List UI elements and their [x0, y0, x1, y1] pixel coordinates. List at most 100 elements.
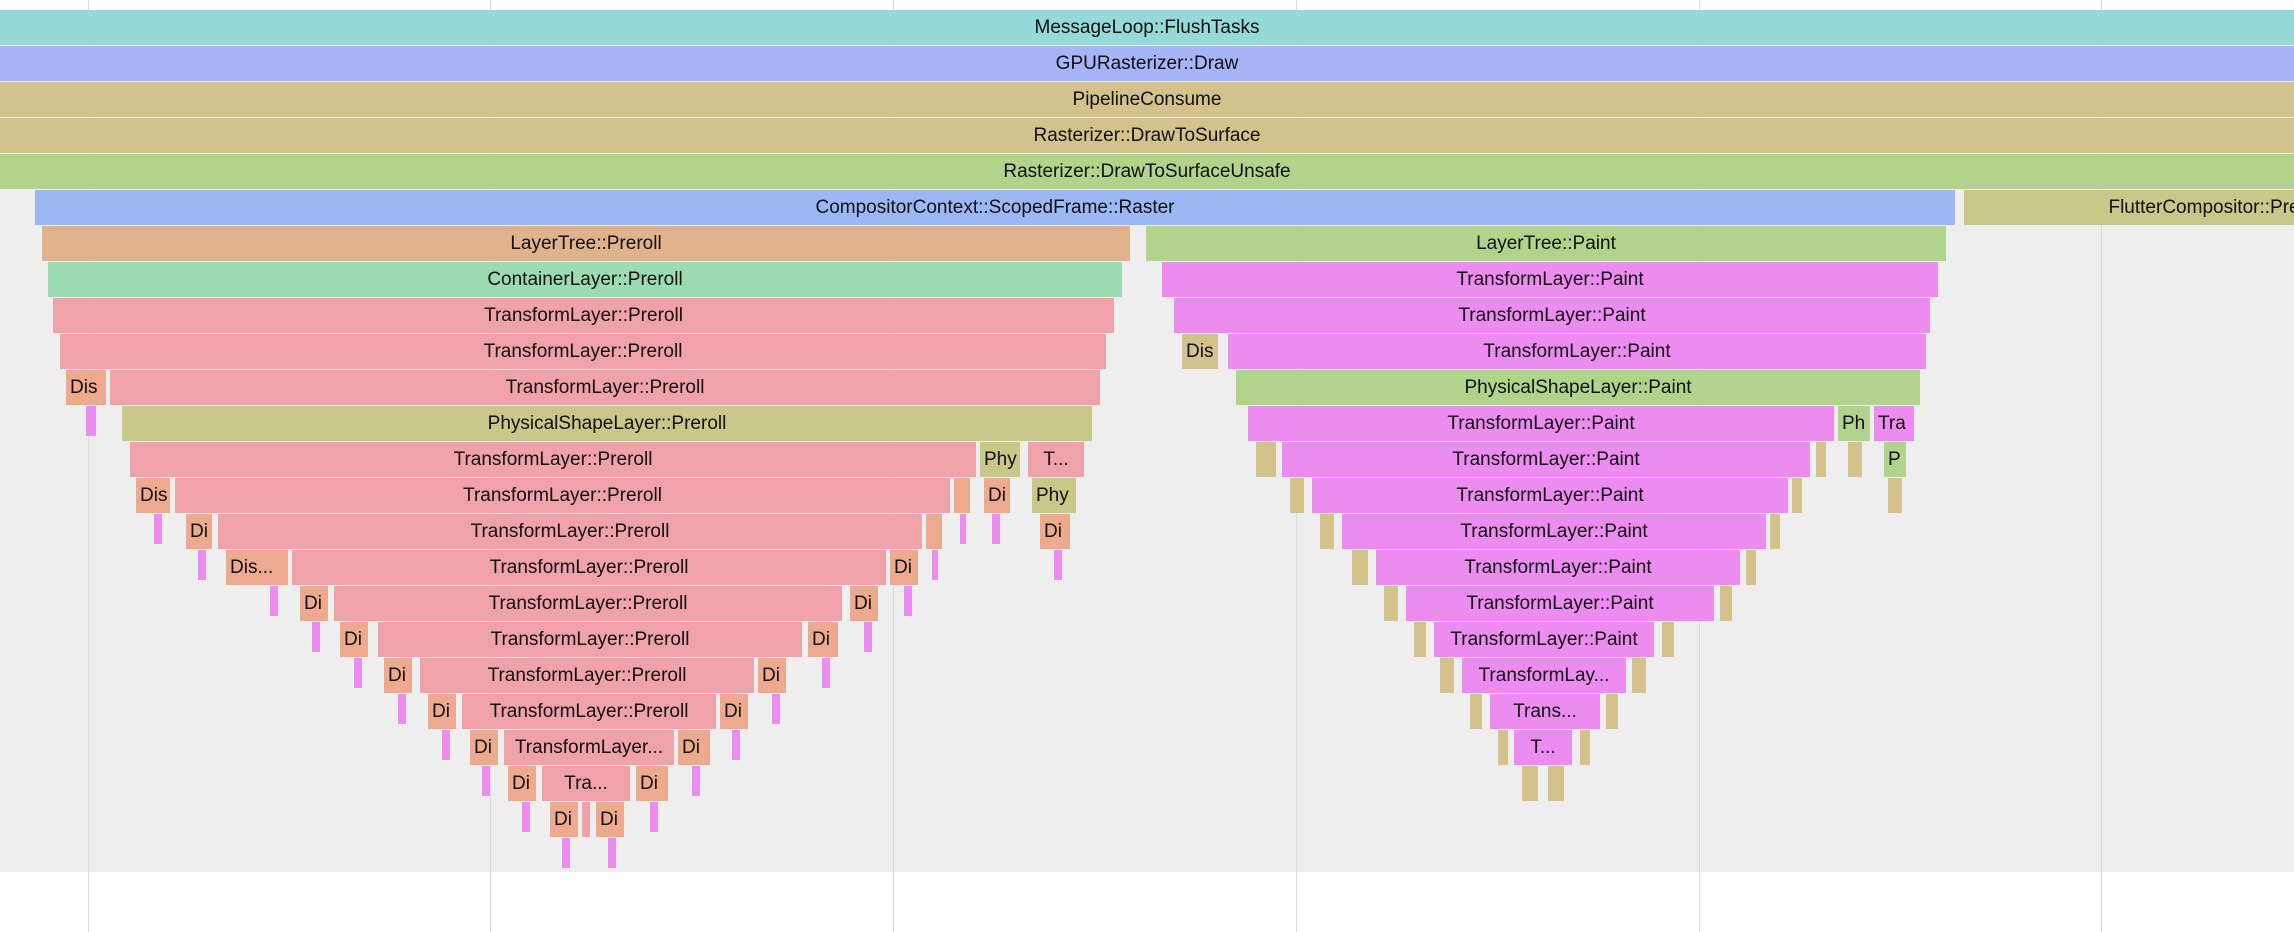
flame-frame[interactable]: [1848, 442, 1862, 477]
flame-frame[interactable]: TransformLay...: [1462, 658, 1626, 693]
flame-frame[interactable]: [732, 730, 740, 760]
flame-frame[interactable]: TransformLayer::Preroll: [420, 658, 754, 693]
flame-frame[interactable]: TransformLayer::Paint: [1282, 442, 1810, 477]
flame-frame[interactable]: [1632, 658, 1646, 693]
flame-frame[interactable]: [1522, 766, 1538, 801]
flame-frame[interactable]: Di: [340, 622, 368, 657]
flame-frame[interactable]: Tra: [1874, 406, 1914, 441]
flame-frame[interactable]: [1352, 550, 1368, 585]
flame-frame[interactable]: Rasterizer::DrawToSurfaceUnsafe: [0, 154, 2294, 189]
flame-frame[interactable]: P: [1884, 442, 1906, 477]
flame-frame[interactable]: Di: [428, 694, 456, 729]
flame-frame[interactable]: [864, 622, 872, 652]
flame-frame[interactable]: [1816, 442, 1826, 477]
flame-frame[interactable]: ContainerLayer::Preroll: [48, 262, 1122, 297]
flame-frame[interactable]: [608, 838, 616, 868]
flame-frame[interactable]: [904, 586, 912, 616]
flame-frame[interactable]: [354, 658, 362, 688]
flame-frame[interactable]: Di: [890, 550, 918, 585]
flame-frame[interactable]: TransformLayer::Paint: [1406, 586, 1714, 621]
flame-frame[interactable]: PhysicalShapeLayer::Paint: [1236, 370, 1920, 405]
flame-frame[interactable]: Di: [758, 658, 786, 693]
flame-frame[interactable]: TransformLayer::Preroll: [292, 550, 886, 585]
flame-frame[interactable]: TransformLayer::Preroll: [60, 334, 1106, 369]
flame-frame[interactable]: Dis: [136, 478, 170, 513]
flame-frame[interactable]: Rasterizer::DrawToSurface: [0, 118, 2294, 153]
flame-frame[interactable]: Di: [984, 478, 1010, 513]
flame-frame[interactable]: TransformLayer::Preroll: [53, 298, 1114, 333]
flame-frame[interactable]: [1290, 478, 1304, 513]
flame-frame[interactable]: [198, 550, 206, 580]
flame-frame[interactable]: [582, 802, 590, 837]
flame-frame[interactable]: LayerTree::Preroll: [42, 226, 1130, 261]
flame-frame[interactable]: TransformLayer::Paint: [1174, 298, 1930, 333]
flame-frame[interactable]: [1414, 622, 1426, 657]
flame-frame[interactable]: Di: [808, 622, 838, 657]
flame-frame[interactable]: [932, 550, 938, 580]
flame-frame[interactable]: Di: [636, 766, 668, 801]
flame-frame[interactable]: [1720, 586, 1732, 621]
flame-frame[interactable]: Di: [384, 658, 412, 693]
flame-frame[interactable]: [1054, 550, 1062, 580]
flame-frame[interactable]: MessageLoop::FlushTasks: [0, 10, 2294, 45]
flame-frame[interactable]: CompositorContext::ScopedFrame::Raster: [35, 190, 1955, 225]
flame-frame[interactable]: Dis: [66, 370, 106, 405]
flame-frame[interactable]: [1384, 586, 1398, 621]
flame-frame[interactable]: [926, 514, 942, 549]
flame-frame[interactable]: TransformLayer::Paint: [1376, 550, 1740, 585]
flame-frame[interactable]: [442, 730, 450, 760]
flame-frame[interactable]: Di: [720, 694, 748, 729]
flame-frame[interactable]: Di: [678, 730, 710, 765]
flame-frame[interactable]: Di: [508, 766, 536, 801]
flame-frame[interactable]: [312, 622, 320, 652]
flame-frame[interactable]: Dis: [1182, 334, 1218, 369]
flame-frame[interactable]: TransformLayer::Preroll: [462, 694, 716, 729]
flame-frame[interactable]: [154, 514, 162, 544]
flame-frame[interactable]: TransformLayer::Preroll: [130, 442, 976, 477]
flame-frame[interactable]: [1440, 658, 1454, 693]
flame-frame[interactable]: Di: [550, 802, 578, 837]
flame-frame[interactable]: TransformLayer::Preroll: [110, 370, 1100, 405]
flame-frame[interactable]: [692, 766, 700, 796]
flame-frame[interactable]: [1548, 766, 1564, 801]
flame-frame[interactable]: Di: [596, 802, 624, 837]
flame-frame[interactable]: TransformLayer::Paint: [1312, 478, 1788, 513]
flame-frame[interactable]: TransformLayer::Preroll: [218, 514, 922, 549]
flame-frame[interactable]: Di: [300, 586, 328, 621]
flame-frame[interactable]: [1470, 694, 1482, 729]
flame-frame[interactable]: [1320, 514, 1334, 549]
flame-frame[interactable]: [1888, 478, 1902, 513]
flame-frame[interactable]: Di: [470, 730, 498, 765]
flame-frame[interactable]: [1746, 550, 1756, 585]
flame-frame[interactable]: LayerTree::Paint: [1146, 226, 1946, 261]
flame-frame[interactable]: [1770, 514, 1780, 549]
flame-frame[interactable]: TransformLayer::Paint: [1434, 622, 1654, 657]
flame-frame[interactable]: T...: [1028, 442, 1084, 477]
flame-frame[interactable]: FlutterCompositor::Present: [1964, 190, 2294, 225]
flame-frame[interactable]: Di: [1040, 514, 1070, 549]
flame-frame[interactable]: T...: [1514, 730, 1572, 765]
flame-frame[interactable]: PhysicalShapeLayer::Preroll: [122, 406, 1092, 441]
flame-frame[interactable]: [954, 478, 970, 513]
flame-frame[interactable]: [86, 406, 96, 436]
flame-frame[interactable]: Trans...: [1490, 694, 1600, 729]
flame-frame[interactable]: TransformLayer::Paint: [1228, 334, 1926, 369]
flame-frame[interactable]: [992, 514, 1000, 544]
flame-frame[interactable]: [1792, 478, 1802, 513]
flame-frame[interactable]: Phy: [980, 442, 1020, 477]
flame-frame[interactable]: [562, 838, 570, 868]
flame-frame[interactable]: [1606, 694, 1618, 729]
flame-frame[interactable]: [1498, 730, 1508, 765]
flame-frame[interactable]: Di: [186, 514, 212, 549]
flame-frame[interactable]: TransformLayer::Paint: [1342, 514, 1766, 549]
flame-frame[interactable]: Dis...: [226, 550, 288, 585]
flame-frame[interactable]: [398, 694, 406, 724]
flame-frame[interactable]: [1256, 442, 1276, 477]
flame-frame[interactable]: TransformLayer...: [504, 730, 674, 765]
flame-frame[interactable]: Di: [850, 586, 878, 621]
flame-frame[interactable]: [482, 766, 490, 796]
flame-frame[interactable]: [772, 694, 780, 724]
flame-frame[interactable]: TransformLayer::Preroll: [175, 478, 950, 513]
flame-frame[interactable]: Ph: [1838, 406, 1870, 441]
